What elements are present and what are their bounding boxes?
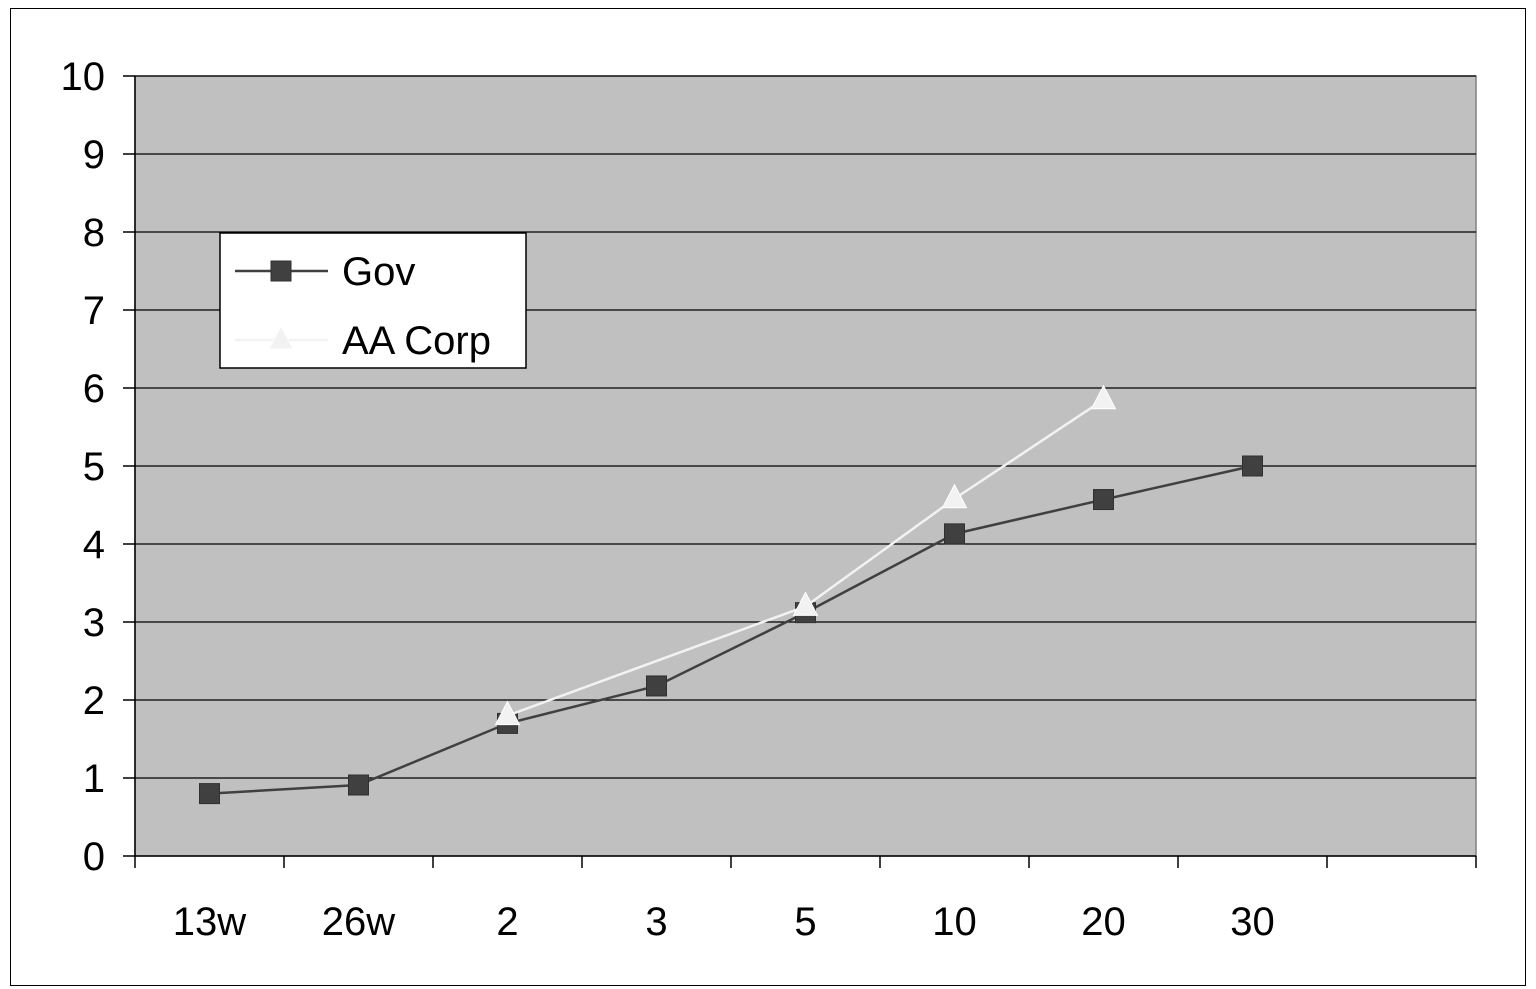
x-tick-label: 10: [932, 900, 977, 944]
y-tick-label: 2: [83, 679, 105, 723]
y-tick-label: 1: [83, 757, 105, 801]
data-point-triangle: [494, 700, 521, 726]
data-point-square: [1093, 489, 1114, 511]
x-tick-label: 30: [1230, 900, 1275, 944]
x-axis-ticks: 13w 26w 2 3 5 10 20 30: [134, 856, 1477, 944]
series-aa-corp: [494, 384, 1117, 726]
x-tick-label: 2: [496, 900, 518, 944]
legend-label: Gov: [342, 250, 415, 294]
y-tick-label: 5: [83, 445, 105, 489]
x-tick-label: 26w: [322, 900, 395, 944]
data-point-square: [944, 523, 965, 545]
data-point-square: [348, 774, 369, 796]
data-point-square: [1242, 455, 1263, 477]
legend-item: Gov: [235, 250, 415, 294]
legend-item: AA Corp: [235, 319, 491, 363]
series-line: [209, 464, 1253, 795]
y-axis-ticks: 0 1 2 3 4 5 6 7 8 9 10: [61, 55, 135, 879]
data-point-square: [270, 260, 292, 282]
data-point-triangle: [268, 324, 294, 350]
series-layer: [199, 384, 1263, 805]
data-point-square: [199, 783, 220, 805]
legend: Gov AA Corp: [219, 232, 527, 369]
y-tick-label: 0: [83, 835, 105, 879]
y-tick-label: 3: [83, 601, 105, 645]
data-point-triangle: [792, 591, 819, 616]
data-point-triangle: [1090, 384, 1117, 410]
x-tick-label: 13w: [173, 900, 246, 944]
y-tick-label: 8: [83, 211, 105, 255]
x-tick-label: 20: [1081, 900, 1126, 944]
x-tick-label: 5: [794, 900, 816, 944]
series-line: [507, 398, 1105, 717]
y-tick-label: 4: [83, 523, 105, 567]
y-tick-label: 7: [83, 289, 105, 333]
x-tick-label: 3: [645, 900, 667, 944]
y-tick-label: 6: [83, 367, 105, 411]
data-point-square: [646, 675, 667, 697]
y-tick-label: 9: [83, 133, 105, 177]
y-tick-label: 10: [61, 55, 106, 99]
data-point-triangle: [941, 483, 968, 509]
legend-label: AA Corp: [342, 319, 491, 363]
